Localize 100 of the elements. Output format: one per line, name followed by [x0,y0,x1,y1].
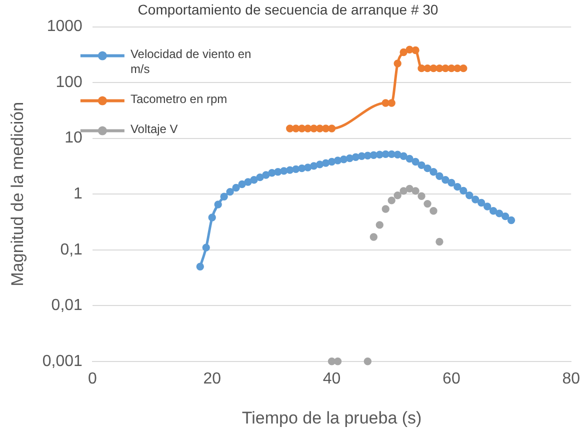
point [346,154,354,162]
point [226,188,234,196]
point [298,164,306,172]
y-tick-label: 0,001 [42,352,83,370]
point [376,150,384,158]
point [472,196,480,204]
point [454,64,462,72]
point [286,166,294,174]
legend-label: Velocidad de viento en m/s [130,47,252,76]
point [412,187,420,195]
point [370,233,378,241]
point [328,158,336,166]
y-tick-label: 100 [56,74,83,91]
point [310,162,318,170]
point [334,358,342,366]
y-tick-label: 1 [74,186,83,203]
y-tick-label: 10 [64,130,83,147]
y-tick-label: 1000 [46,18,83,36]
x-tick-label: 60 [442,370,460,388]
point [280,167,288,175]
point [304,164,312,172]
point [400,187,408,195]
point [412,158,420,166]
point [418,161,426,170]
point [436,172,444,180]
point [316,160,324,168]
point [364,152,372,160]
point [238,180,246,188]
point [406,46,414,54]
point [430,64,438,72]
point [370,151,378,159]
point [424,164,432,172]
point [495,210,504,218]
point [376,221,384,229]
point [244,178,252,186]
point [466,191,474,200]
point [424,64,432,72]
point [454,182,462,191]
point [328,358,336,366]
point [340,155,348,164]
point [418,192,426,200]
y-axis-title: Magnitud de la medición [8,102,27,286]
y-tick-label: 0,01 [51,297,83,314]
chart-title: Comportamiento de secuencia de arranque # 30 [138,1,438,18]
point [436,238,444,246]
point [442,176,450,184]
point [358,152,366,160]
point [196,262,204,271]
point [424,200,432,208]
point [202,244,210,252]
point [208,214,216,222]
point [394,150,402,158]
point [214,200,222,208]
point [310,124,318,132]
x-tick-label: 20 [203,370,222,388]
point [292,124,300,132]
legend-label: Voltaje V [130,122,178,136]
point [489,207,498,215]
point [394,60,402,68]
point [220,192,228,200]
point [316,124,324,132]
point [406,154,414,163]
point [460,64,468,72]
point [460,186,468,195]
point [274,168,282,176]
point [442,64,450,72]
point [430,207,438,215]
point [388,150,396,158]
point [436,64,444,72]
point [352,153,360,161]
point [406,184,414,193]
point [232,184,240,192]
point [448,64,456,72]
y-tick-label: 0,1 [60,241,83,258]
point [501,212,510,220]
point [292,165,300,174]
point [262,171,270,179]
point [483,202,492,210]
point [298,124,306,132]
x-tick-label: 80 [562,370,580,388]
point [478,198,486,207]
point [286,124,294,132]
x-tick-label: 40 [322,370,341,388]
point [388,196,396,204]
point [256,173,264,182]
point [394,191,402,200]
point [412,46,420,54]
point [382,205,390,213]
x-axis-title: Tiempo de la prueba (s) [242,408,422,428]
point [364,358,372,366]
point [430,168,438,176]
point [382,99,390,107]
x-tick-label: 0 [88,370,97,388]
point [448,178,456,187]
point [268,169,276,177]
point [322,124,330,132]
point [250,176,258,184]
point [418,64,426,72]
legend-label: Tacometro en rpm [130,92,228,106]
point [388,99,396,107]
